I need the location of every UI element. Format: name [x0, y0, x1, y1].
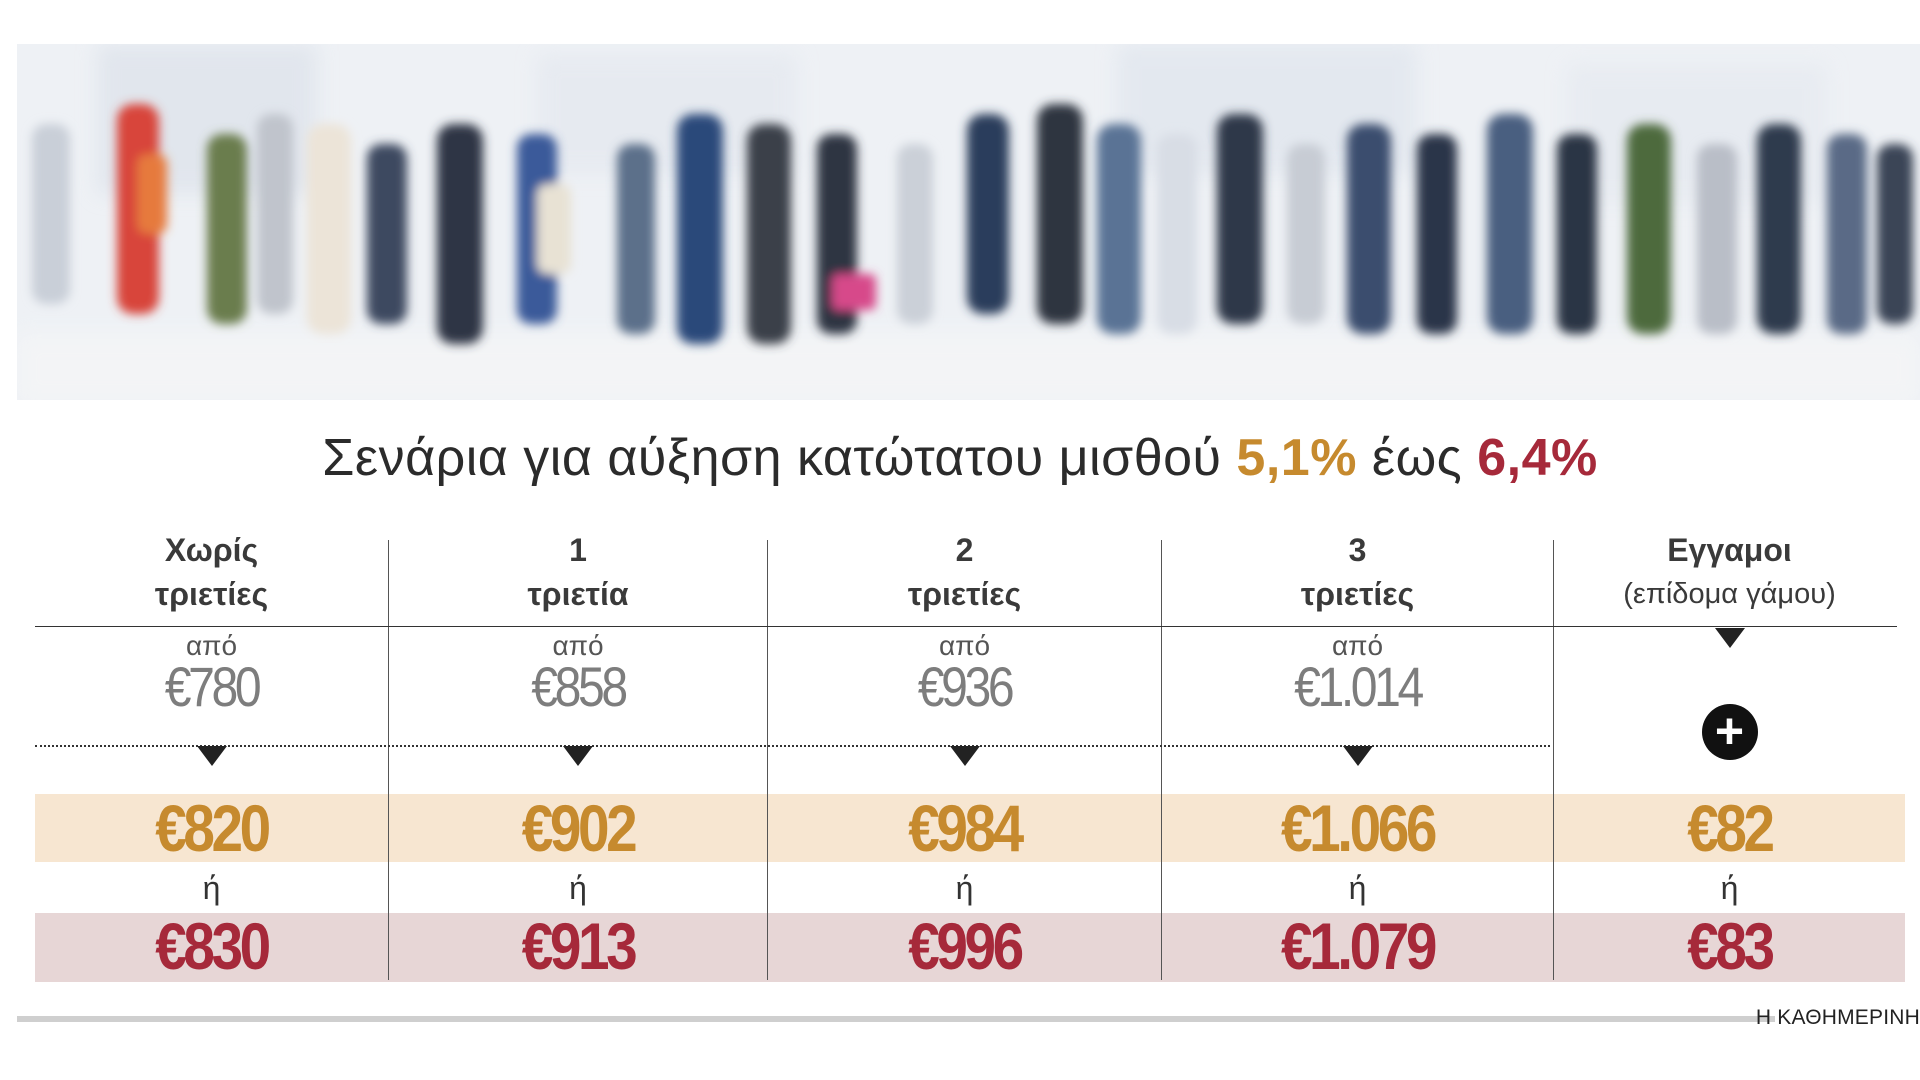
column-header-line1: Χωρίς	[164, 532, 259, 568]
header-rule	[35, 626, 1897, 627]
or-label: ή	[202, 870, 221, 906]
column-married-allowance: Εγγαμοι (επίδομα γάμου) + €82 ή €83	[1554, 528, 1905, 988]
column-header: Εγγαμοι (επίδομα γάμου)	[1554, 528, 1905, 616]
column-header: 2 τριετίες	[768, 528, 1161, 616]
column-divider	[1161, 540, 1162, 980]
column-1-trietia: 1 τριετία από €858 €902 ή €913	[389, 528, 767, 988]
dotted-rule	[35, 745, 1550, 747]
band-high-scenario	[35, 913, 1905, 982]
headline: Σενάρια για αύξηση κατώτατου μισθού 5,1%…	[0, 428, 1920, 488]
or-label: ή	[1720, 870, 1739, 906]
value-low: €902	[521, 791, 638, 865]
value-high: €996	[908, 909, 1024, 983]
or-label: ή	[955, 870, 974, 906]
headline-pct-low: 5,1%	[1236, 429, 1357, 487]
header-photo-crowd	[17, 44, 1920, 400]
column-header-line2: (επίδομα γάμου)	[1623, 578, 1836, 610]
column-3-trieties: 3 τριετίες από €1.014 €1.066 ή €1.079	[1162, 528, 1553, 988]
value-low: €1.066	[1281, 791, 1437, 865]
value-low: €82	[1687, 791, 1775, 865]
column-header-line1: 1	[569, 532, 587, 568]
value-high: €83	[1687, 909, 1775, 983]
column-divider	[388, 540, 389, 980]
down-arrow-icon	[563, 746, 593, 766]
value-low: €984	[908, 791, 1024, 865]
column-header: Χωρίς τριετίες	[35, 528, 388, 616]
column-header-line1: 2	[955, 532, 974, 568]
footer-rule	[17, 1016, 1775, 1022]
column-header: 3 τριετίες	[1162, 528, 1553, 616]
column-header: 1 τριετία	[389, 528, 767, 616]
value-high: €830	[155, 909, 271, 983]
value-low: €820	[155, 791, 271, 865]
headline-pct-high: 6,4%	[1477, 429, 1598, 487]
down-arrow-icon	[949, 746, 980, 766]
band-low-scenario	[35, 794, 1905, 862]
column-header-line2: τριετίες	[907, 576, 1022, 612]
column-divider	[767, 540, 768, 980]
value-high: €913	[521, 909, 638, 983]
column-2-trieties: 2 τριετίες από €936 €984 ή €996	[768, 528, 1161, 988]
value-high: €1.079	[1281, 909, 1437, 983]
or-label: ή	[569, 870, 587, 906]
column-header-line2: τριετίες	[154, 576, 269, 612]
from-value: €1.014	[1294, 655, 1424, 718]
from-value: €858	[531, 655, 628, 718]
headline-connector: έως	[1356, 429, 1478, 487]
column-header-line2: τριετία	[527, 576, 629, 612]
down-arrow-icon	[1342, 746, 1373, 766]
from-label: από	[1331, 630, 1384, 661]
column-divider	[1553, 540, 1554, 980]
from-value: €780	[164, 655, 262, 718]
column-header-line2: τριετίες	[1300, 576, 1415, 612]
from-label: από	[938, 630, 991, 661]
column-header-line1: 3	[1348, 532, 1367, 568]
from-label: από	[552, 630, 604, 661]
plus-circle-icon: +	[1701, 704, 1758, 760]
or-label: ή	[1348, 870, 1367, 906]
from-label: από	[185, 630, 238, 661]
down-arrow-icon	[1714, 628, 1745, 648]
down-arrow-icon	[196, 746, 227, 766]
column-header-line1: Εγγαμοι	[1667, 532, 1792, 568]
from-value: €936	[917, 655, 1015, 718]
headline-text: Σενάρια για αύξηση κατώτατου μισθού	[322, 429, 1237, 487]
column-no-trieties: Χωρίς τριετίες από €780 €820 ή €830	[35, 528, 388, 988]
source-credit: Η ΚΑΘΗΜΕΡΙΝΗ	[1755, 1006, 1920, 1029]
